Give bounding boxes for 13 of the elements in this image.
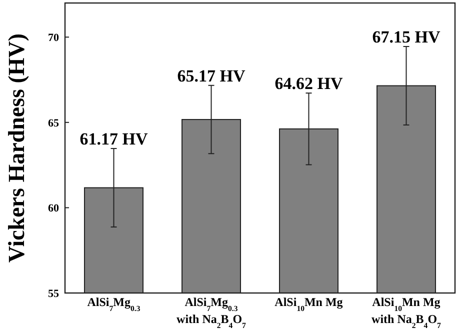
y-tick-label: 60 (48, 202, 60, 215)
y-axis-title: Vickers Hardness (HV) (4, 33, 29, 263)
data-label: 67.15 HV (372, 28, 441, 46)
data-label: 65.17 HV (177, 66, 246, 86)
y-tick-label: 65 (48, 117, 60, 130)
x-tick-label: AlSi$_{7}$Mg$_{0.3}$ (87, 295, 140, 312)
y-tick-label: 70 (48, 32, 60, 44)
category-label: AlSi$_{7}$Mg$_{0.3}$ with Na$_{2}$B$_{4}$O$_{7}$ (176, 295, 246, 330)
x-tick-label: AlSi$_{10}$Mn Mg (274, 295, 343, 312)
category-label: AlSi$_{10}$Mn Mg with Na$_{2}$B$_{4}$O$_{7}$ (372, 295, 441, 330)
y-tick-label: 55 (48, 288, 60, 300)
data-label: 61.17 HV (80, 130, 148, 149)
data-label: 64.62 HV (274, 74, 344, 94)
